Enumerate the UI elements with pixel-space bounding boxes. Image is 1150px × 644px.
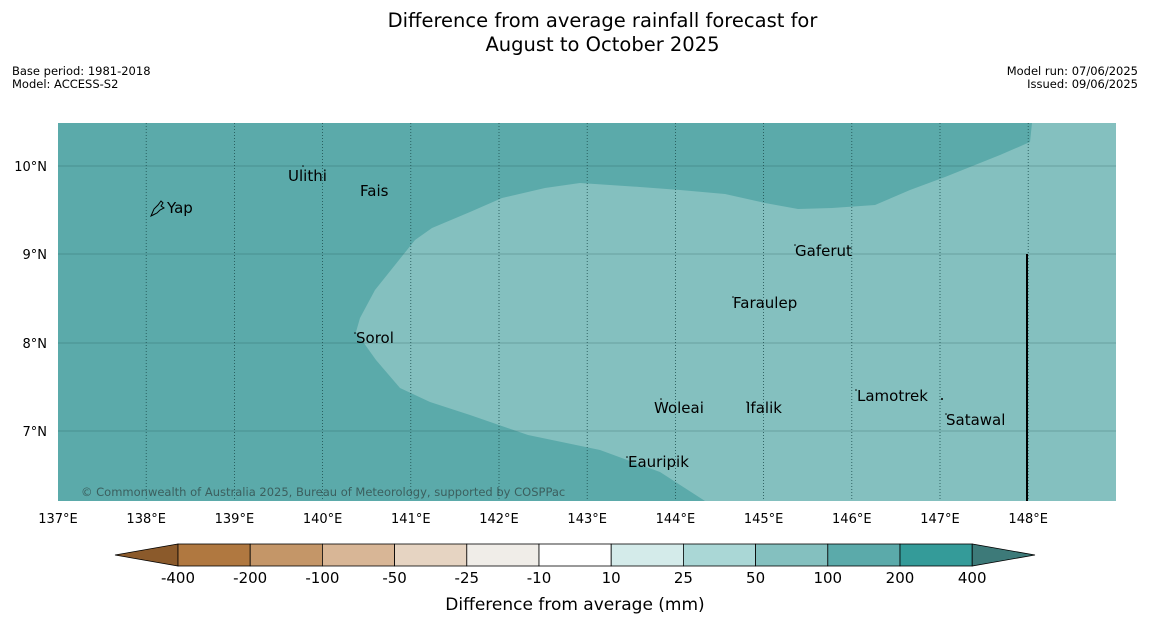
colorbar-tick-label: 25 [674,569,693,587]
colorbar-swatch [538,543,612,567]
colorbar-tick-label: -25 [455,569,480,587]
colorbar-swatch [610,543,684,567]
map-region-50-100 [356,123,1116,501]
colorbar-tick-label: 400 [958,569,987,587]
colorbar-tick-label: 100 [813,569,842,587]
colorbar-extend-high [971,543,1036,567]
colorbar-swatch [394,543,468,567]
longitude-tick-label: 139°E [215,512,255,527]
longitude-tick-label: 145°E [744,512,784,527]
latitude-labels: 10°N 9°N 8°N 7°N [14,160,47,440]
longitude-tick-label: 142°E [479,512,519,527]
place-label-sorol: Sorol [356,329,394,347]
latitude-tick-label: 7°N [23,425,48,440]
colorbar: -400 -200 -100 -50 -25 -10 10 25 50 100 200 400 [114,543,1036,587]
island-markers [302,165,947,458]
latitude-tick-label: 8°N [23,337,48,352]
colorbar-tick-label: -200 [233,569,267,587]
longitude-tick-label: 141°E [391,512,431,527]
colorbar-tick-label: -100 [305,569,339,587]
latitude-tick-label: 9°N [23,248,48,263]
longitude-tick-label: 147°E [920,512,960,527]
place-label-ulithi: Ulithi [288,167,327,185]
colorbar-swatch [683,543,757,567]
meta-left: Base period: 1981-2018 Model: ACCESS-S2 [12,65,151,91]
issued-date: Issued: 09/06/2025 [1027,77,1138,91]
colorbar-tick-label: 50 [746,569,765,587]
colorbar-swatch [899,543,973,567]
model-name: Model: ACCESS-S2 [12,77,119,91]
place-label-satawal: Satawal [946,411,1005,429]
latitude-tick-label: 10°N [14,160,47,175]
place-label-fais: Fais [360,182,389,200]
longitude-tick-label: 137°E [38,512,78,527]
longitude-tick-label: 144°E [656,512,696,527]
copyright-notice: © Commonwealth of Australia 2025, Bureau… [81,485,565,499]
place-label-ifalik: Ifalik [746,399,782,417]
place-label-gaferut: Gaferut [795,242,852,260]
longitude-tick-label: 148°E [1008,512,1048,527]
colorbar-swatch [827,543,901,567]
gridlines [58,123,1116,501]
longitude-tick-label: 140°E [303,512,343,527]
model-run: Model run: 07/06/2025 [1006,64,1138,78]
place-label-yap: Yap [166,199,193,217]
colorbar-tick-label: -50 [382,569,407,587]
place-label-woleai: Woleai [654,399,704,417]
colorbar-swatch [177,543,251,567]
colorbar-title: Difference from average (mm) [445,595,704,615]
colorbar-extend-low [114,543,179,567]
colorbar-tick-label: -10 [527,569,552,587]
colorbar-tick-label: -400 [161,569,195,587]
meta-right: Model run: 07/06/2025 Issued: 09/06/2025 [1007,65,1138,91]
base-period: Base period: 1981-2018 [12,64,151,78]
colorbar-swatch [466,543,540,567]
longitude-tick-label: 143°E [567,512,607,527]
chart-title-line2: August to October 2025 [485,33,720,56]
place-label-faraulep: Faraulep [733,294,797,312]
longitude-tick-label: 146°E [832,512,872,527]
colorbar-swatch [755,543,829,567]
longitude-tick-label: 138°E [126,512,166,527]
longitude-labels: 137°E 138°E 139°E 140°E 141°E 142°E 143°E 144°E… [38,512,1048,527]
yap-island [150,200,165,218]
colorbar-swatch [249,543,323,567]
place-label-lamotrek: Lamotrek [857,387,928,405]
chart-title-line1: Difference from average rainfall forecas… [387,9,818,32]
colorbar-tick-label: 10 [602,569,621,587]
place-label-eauripik: Eauripik [628,453,689,471]
colorbar-tick-label: 200 [886,569,915,587]
colorbar-swatch [321,543,395,567]
